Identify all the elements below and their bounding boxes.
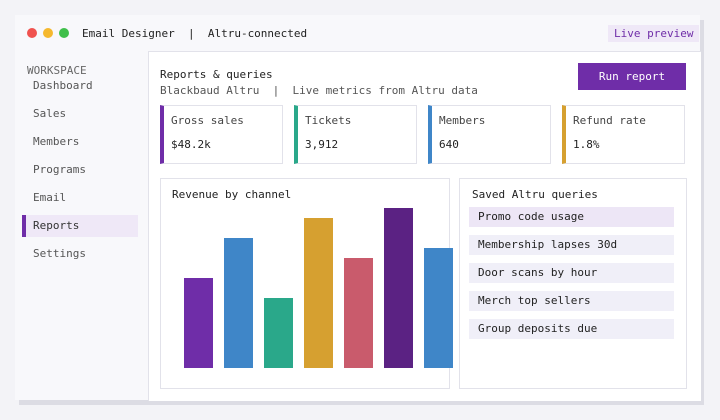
query-item[interactable]: Merch top sellers xyxy=(469,291,674,311)
bar xyxy=(224,238,253,368)
kpi-card xyxy=(160,105,283,164)
kpi-card xyxy=(294,105,417,164)
bar xyxy=(384,208,413,368)
maximize-dot[interactable] xyxy=(59,28,69,38)
header-title: Reports & queries xyxy=(160,68,273,81)
nav-item[interactable]: Dashboard xyxy=(33,79,93,92)
kpi-label: Members xyxy=(439,114,486,127)
kpi-card xyxy=(562,105,685,164)
query-item[interactable]: Membership lapses 30d xyxy=(469,235,674,255)
kpi-card xyxy=(428,105,551,164)
bar xyxy=(344,258,373,368)
nav-item[interactable]: Sales xyxy=(33,107,67,120)
chart-title: Revenue by channel xyxy=(172,188,292,201)
close-dot[interactable] xyxy=(27,28,37,38)
sidebar-heading: WORKSPACE xyxy=(27,64,87,77)
queries-title: Saved Altru queries xyxy=(472,188,598,201)
header-subtitle: Blackbaud Altru | Live metrics from Altr… xyxy=(160,84,478,97)
kpi-value: $48.2k xyxy=(171,138,211,151)
kpi-value: 3,912 xyxy=(305,138,339,151)
live-badge[interactable]: Live preview xyxy=(608,25,700,42)
kpi-value: 640 xyxy=(439,138,459,151)
query-item[interactable]: Door scans by hour xyxy=(469,263,674,283)
nav-item[interactable]: Email xyxy=(33,191,67,204)
run-button[interactable]: Run report xyxy=(578,63,686,90)
kpi-label: Refund rate xyxy=(573,114,646,127)
kpi-label: Gross sales xyxy=(171,114,244,127)
kpi-label: Tickets xyxy=(305,114,352,127)
bar xyxy=(264,298,293,368)
window-title: Email Designer | Altru-connected xyxy=(82,27,308,40)
bar xyxy=(304,218,333,368)
nav-item[interactable]: Members xyxy=(33,135,80,148)
bar xyxy=(184,278,213,368)
nav-item[interactable]: Reports xyxy=(22,215,138,237)
query-item[interactable]: Group deposits due xyxy=(469,319,674,339)
minimize-dot[interactable] xyxy=(43,28,53,38)
nav-item[interactable]: Settings xyxy=(33,247,86,260)
kpi-value: 1.8% xyxy=(573,138,600,151)
bar xyxy=(424,248,453,368)
query-item[interactable]: Promo code usage xyxy=(469,207,674,227)
nav-item[interactable]: Programs xyxy=(33,163,86,176)
